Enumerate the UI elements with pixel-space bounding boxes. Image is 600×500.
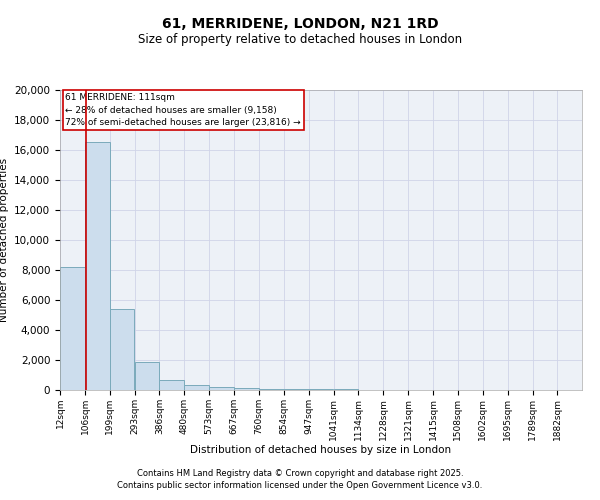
Bar [284, 388, 308, 390]
Bar [110, 309, 134, 390]
Text: Size of property relative to detached houses in London: Size of property relative to detached ho… [138, 32, 462, 46]
Bar [259, 388, 284, 390]
Bar [135, 362, 160, 390]
Bar [209, 387, 234, 390]
Bar [60, 267, 85, 390]
Text: Contains public sector information licensed under the Open Government Licence v3: Contains public sector information licen… [118, 481, 482, 490]
Y-axis label: Number of detached properties: Number of detached properties [0, 158, 8, 322]
Bar [184, 385, 209, 390]
Bar [160, 380, 184, 390]
X-axis label: Distribution of detached houses by size in London: Distribution of detached houses by size … [190, 446, 452, 456]
Text: 61, MERRIDENE, LONDON, N21 1RD: 61, MERRIDENE, LONDON, N21 1RD [161, 18, 439, 32]
Bar [85, 142, 110, 390]
Text: 61 MERRIDENE: 111sqm
← 28% of detached houses are smaller (9,158)
72% of semi-de: 61 MERRIDENE: 111sqm ← 28% of detached h… [65, 93, 301, 127]
Bar [234, 388, 259, 390]
Text: Contains HM Land Registry data © Crown copyright and database right 2025.: Contains HM Land Registry data © Crown c… [137, 468, 463, 477]
Bar [308, 389, 334, 390]
